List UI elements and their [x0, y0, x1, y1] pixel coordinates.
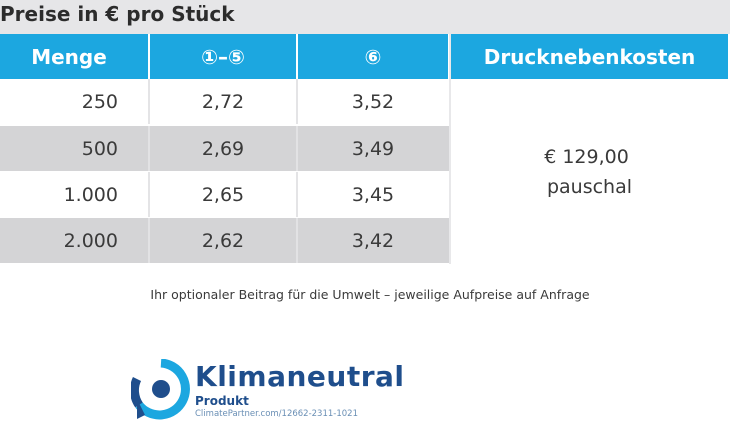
cell-price-1-5: 2,62: [201, 229, 245, 252]
table-row: 500 2,69 3,49: [0, 126, 449, 171]
column-divider: [296, 126, 298, 171]
drucknebenkosten-note: pauschal: [546, 175, 633, 198]
header-price-1-5: ①–⑤: [150, 34, 296, 79]
cell-price-6: 3,42: [351, 229, 395, 252]
cell-price-1-5: 2,65: [201, 183, 245, 206]
environment-note: Ihr optionaler Beitrag für die Umwelt – …: [150, 287, 590, 302]
klimaneutral-logo: Klimaneutral Produkt ClimatePartner.com/…: [131, 357, 421, 427]
table-row: 2.000 2,62 3,42: [0, 218, 449, 263]
logo-subtitle: Produkt: [195, 394, 249, 408]
cell-price-6: 3,49: [351, 137, 395, 160]
cell-menge: 2.000: [63, 229, 118, 252]
logo-url: ClimatePartner.com/12662-2311-1021: [195, 409, 358, 419]
table-row: 1.000 2,65 3,45: [0, 172, 449, 217]
page-title: Preise in € pro Stück: [0, 2, 235, 26]
cell-price-6: 3,45: [351, 183, 395, 206]
column-divider: [449, 34, 451, 264]
header-price-6: ⑥: [298, 34, 448, 79]
climatepartner-logo-icon: [131, 359, 190, 420]
cell-menge: 250: [81, 90, 118, 113]
column-divider: [296, 172, 298, 217]
cell-price-6: 3,52: [351, 90, 395, 113]
cell-menge: 500: [81, 137, 118, 160]
title-bar: [0, 0, 730, 34]
logo-wordmark: Klimaneutral: [195, 360, 405, 393]
drucknebenkosten-value: € 129,00: [544, 145, 629, 168]
cell-price-1-5: 2,72: [201, 90, 245, 113]
header-menge: Menge: [0, 34, 148, 79]
header-drucknebenkosten: Drucknebenkosten: [451, 34, 728, 79]
column-divider: [296, 79, 298, 124]
column-divider: [296, 218, 298, 263]
drucknebenkosten-cell: € 129,00 pauschal: [451, 79, 728, 264]
column-divider: [148, 172, 150, 217]
column-divider: [148, 218, 150, 263]
column-divider: [148, 126, 150, 171]
cell-menge: 1.000: [63, 183, 118, 206]
table-row: 250 2,72 3,52: [0, 79, 449, 124]
cell-price-1-5: 2,69: [201, 137, 245, 160]
column-divider: [148, 79, 150, 124]
